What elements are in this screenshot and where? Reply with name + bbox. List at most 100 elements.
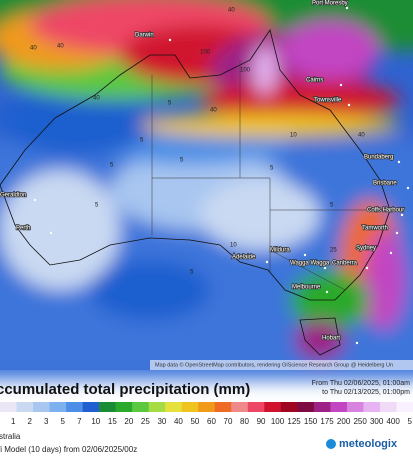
contour-label: 5 [330, 203, 334, 209]
city-dot [365, 266, 369, 270]
colorbar-label: 15 [108, 417, 117, 426]
city-label: Brisbane [373, 181, 397, 187]
city-label: Geraldton [0, 193, 26, 199]
contour-label: 10 [290, 133, 297, 139]
date-from: From Thu 02/06/2025, 01:00am [312, 380, 410, 387]
city-dot [265, 260, 269, 264]
city-dot [345, 6, 349, 10]
city-label: Hobart [322, 336, 340, 342]
colorbar-label: 60 [207, 417, 216, 426]
legend-title: ccumulated total precipitation (mm) [0, 381, 250, 398]
city-dot [33, 198, 37, 202]
city-label: Tamworth [362, 226, 388, 232]
colorbar-label: 150 [304, 417, 318, 426]
logo-icon [326, 439, 336, 449]
city-dot [389, 251, 393, 255]
city-label: Melbourne [292, 285, 321, 291]
colorbar-label: 70 [224, 417, 233, 426]
contour-label: 5 [95, 203, 99, 209]
colorbar-cell [313, 402, 331, 412]
attribution: Map data © OpenStreetMap contributors, r… [155, 361, 393, 368]
colorbar-label: 5 [407, 417, 412, 426]
colorbar-cell [99, 402, 116, 412]
colorbar-cell [231, 402, 249, 412]
contour-label: 40 [358, 133, 365, 139]
city-label: Port Moresby [312, 1, 348, 7]
contour-label: 40 [57, 44, 64, 50]
city-dot [406, 186, 410, 190]
contour-label: 5 [140, 138, 144, 144]
model-info: fi Model (10 days) from 02/06/2025/00z [0, 445, 137, 454]
colorbar-cell [16, 402, 34, 412]
colorbar-cell [198, 402, 216, 412]
colorbar-label: 90 [257, 417, 266, 426]
city-dot [397, 160, 401, 164]
city-dot [325, 290, 329, 294]
colorbar-label: 3 [44, 417, 49, 426]
contour-label: 100 [240, 68, 251, 74]
city-label: Townsville [314, 98, 342, 104]
colorbar-label: 50 [190, 417, 199, 426]
contour-label: 5 [190, 270, 194, 276]
colorbar-label: 100 [271, 417, 285, 426]
colorbar-cell [346, 402, 364, 412]
colorbar-label: 20 [124, 417, 133, 426]
colorbar-label: 2 [28, 417, 33, 426]
city-dot [49, 231, 53, 235]
contour-label: 40 [93, 96, 100, 102]
date-to: to Thu 02/13/2025, 01:00pm [322, 389, 410, 396]
colorbar-cell [181, 402, 199, 412]
colorbar-label: 10 [91, 417, 100, 426]
colorbar-cell [297, 402, 315, 412]
contour-label: 5 [110, 163, 114, 169]
colorbar-label: 1 [11, 417, 16, 426]
city-label: Sydney [356, 246, 376, 252]
colorbar-label: 7 [77, 417, 82, 426]
city-label: Wagga Wagga [290, 261, 330, 267]
city-dot [355, 341, 359, 345]
city-label: Bundaberg [364, 155, 393, 161]
colorbar-cell [165, 402, 183, 412]
colorbar-cell [363, 402, 381, 412]
city-dot [347, 103, 351, 107]
city-label: Coffs Harbour [367, 208, 404, 214]
logo[interactable]: meteologix [339, 438, 398, 450]
colorbar-cell [49, 402, 67, 412]
colorbar-cell [82, 402, 100, 412]
colorbar-label: 80 [240, 417, 249, 426]
colorbar-cell [115, 402, 133, 412]
colorbar-cell [214, 402, 232, 412]
colorbar-label: 300 [370, 417, 384, 426]
colorbar-cell [330, 402, 348, 412]
city-label: Adelaide [232, 255, 256, 261]
colorbar-label: 175 [320, 417, 334, 426]
contour-label: 25 [330, 248, 337, 254]
city-dot [303, 253, 307, 257]
colorbar-cell [379, 402, 397, 412]
city-dot [339, 83, 343, 87]
colorbar-cell [148, 402, 166, 412]
contour-label: 40 [30, 46, 37, 52]
colorbar-label: 125 [287, 417, 301, 426]
city-dot [400, 213, 404, 217]
colorbar-label: 200 [337, 417, 351, 426]
contour-label: 5 [270, 166, 274, 172]
city-label: Canberra [332, 261, 358, 267]
colorbar-cell [33, 402, 50, 412]
city-label: Darwin [135, 33, 154, 39]
contour-label: 40 [210, 108, 217, 114]
colorbar-label: 250 [353, 417, 367, 426]
colorbar-label: 40 [174, 417, 183, 426]
colorbar-cell [264, 402, 282, 412]
colorbar-cell [247, 402, 265, 412]
map [0, 0, 413, 380]
colorbar-cell [396, 402, 413, 412]
city-label: Mildura [270, 248, 290, 254]
colorbar-label: 25 [141, 417, 150, 426]
colorbar-label: 30 [157, 417, 166, 426]
city-dot [168, 38, 172, 42]
city-label: Perth [16, 226, 30, 232]
contour-label: 40 [228, 8, 235, 14]
